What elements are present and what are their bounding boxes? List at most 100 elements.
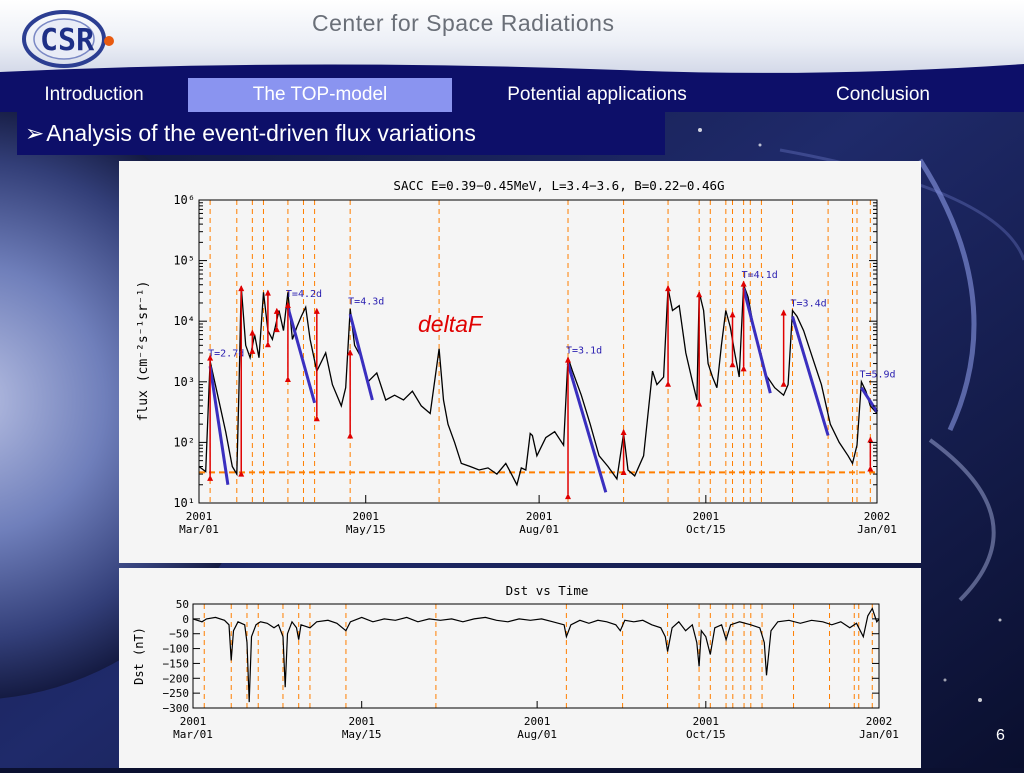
x-tick-label: May/15: [346, 523, 386, 536]
chart-title: Dst vs Time: [506, 583, 589, 598]
flux-chart: SACC E=0.39−0.45MeV, L=3.4−3.6, B=0.22−0…: [136, 178, 897, 536]
y-tick-label: 10¹: [173, 496, 195, 510]
tab-top-model[interactable]: The TOP-model: [188, 78, 452, 112]
delta-marker-bottom: [273, 326, 280, 333]
decay-fit-line: [566, 363, 608, 493]
delta-marker-top: [565, 356, 572, 363]
x-axis: 2001Mar/012001May/152001Aug/012001Oct/15…: [179, 495, 897, 536]
fit-label: T=3.1d: [566, 346, 602, 357]
dst-series-line: [192, 607, 880, 703]
x-tick-label: May/15: [342, 728, 382, 741]
x-tick-label: Jan/01: [857, 523, 897, 536]
x-tick-label: Aug/01: [519, 523, 559, 536]
x-tick-label: Oct/15: [686, 523, 726, 536]
y-tick-label: 10⁵: [173, 254, 195, 268]
delta-marker-bottom: [740, 365, 747, 372]
x-tick-label: 2001: [693, 510, 720, 523]
delta-marker-top: [249, 329, 256, 336]
delta-marker-top: [264, 289, 271, 296]
delta-marker-top: [780, 309, 787, 316]
delta-marker-bottom: [620, 469, 627, 476]
svg-text:CSR: CSR: [40, 23, 95, 58]
x-tick-label: 2001: [352, 510, 379, 523]
y-tick-label: −200: [163, 672, 190, 685]
nav-bar: Introduction The TOP-model Potential app…: [0, 78, 1024, 112]
delta-marker-top: [665, 285, 672, 292]
deltaF-annotation: deltaF: [418, 311, 482, 337]
x-tick-label: Mar/01: [173, 728, 213, 741]
y-tick-label: 50: [176, 598, 189, 611]
x-tick-label: 2001: [348, 715, 375, 728]
x-tick-label: 2001: [526, 510, 553, 523]
delta-marker-bottom: [729, 361, 736, 368]
delta-marker-top: [284, 301, 291, 308]
bullet-arrow-icon: ➢: [25, 120, 45, 146]
x-tick-label: Oct/15: [686, 728, 726, 741]
delta-marker-bottom: [347, 432, 354, 439]
tab-introduction[interactable]: Introduction: [44, 84, 144, 105]
y-tick-label: −50: [169, 628, 189, 641]
fit-label: T=4.3d: [348, 296, 384, 307]
delta-marker-bottom: [249, 347, 256, 354]
fit-label: T=5.9d: [859, 370, 895, 381]
decay-fit-line: [742, 287, 772, 394]
y-axis-label: flux (cm⁻²s⁻¹sr⁻¹): [136, 281, 151, 422]
delta-marker-top: [347, 349, 354, 356]
x-tick-label: 2001: [693, 715, 720, 728]
delta-marker-bottom: [565, 493, 572, 500]
delta-markers: [207, 280, 874, 500]
decay-fit-line: [860, 386, 879, 413]
delta-marker-top: [207, 354, 214, 361]
decay-fit-line: [208, 366, 230, 485]
fit-label: T=3.4d: [791, 298, 827, 309]
delta-marker-top: [238, 285, 245, 292]
delta-marker-top: [696, 291, 703, 298]
x-tick-label: 2001: [180, 715, 207, 728]
y-axis-label: Dst (nT): [132, 627, 146, 685]
delta-marker-bottom: [264, 341, 271, 348]
y-axis: 10¹ 10² 10³ 10⁴ 10⁵ 10⁶: [173, 193, 877, 510]
delta-marker-bottom: [284, 376, 291, 383]
delta-marker-bottom: [313, 415, 320, 422]
fit-label: T=4.1d: [742, 270, 778, 281]
delta-marker-bottom: [238, 470, 245, 477]
chart-title: SACC E=0.39−0.45MeV, L=3.4−3.6, B=0.22−0…: [393, 178, 724, 193]
delta-marker-top: [867, 436, 874, 443]
fit-label: T=4.2d: [286, 289, 322, 300]
y-tick-label: 10²: [173, 435, 195, 449]
page-number: 6: [996, 727, 1005, 744]
x-tick-label: 2001: [524, 715, 551, 728]
decay-fit-line: [791, 315, 830, 436]
flux-series-line: [198, 284, 878, 487]
y-tick-label: −150: [163, 657, 190, 670]
y-tick-label: 0: [182, 613, 189, 626]
dst-chart-panel: Dst vs Time 50 0 −50 −100 −150 −200 −250 −300 2…: [119, 568, 921, 768]
delta-marker-bottom: [665, 380, 672, 387]
plot-frame: [198, 199, 878, 504]
decay-fit-line: [348, 313, 374, 401]
x-tick-label: Mar/01: [179, 523, 219, 536]
header-swoosh: [0, 64, 1024, 78]
x-tick-label: Jan/01: [859, 728, 899, 741]
delta-marker-bottom: [696, 400, 703, 407]
delta-marker-top: [740, 280, 747, 287]
delta-marker-top: [729, 311, 736, 318]
delta-marker-top: [620, 429, 627, 436]
slide-header: CSR Center for Space Radiations: [0, 0, 1024, 78]
tab-conclusion[interactable]: Conclusion: [836, 84, 930, 105]
decay-fit-lines: T=2.7d T=4.2d T=4.3d T=3.1d T=4.1d T=3.4d T=5.…: [208, 270, 896, 493]
y-tick-label: 10³: [173, 375, 195, 389]
header-title: Center for Space Radiations: [312, 10, 615, 36]
tab-potential-applications[interactable]: Potential applications: [507, 84, 687, 105]
delta-marker-top: [313, 307, 320, 314]
y-tick-label: −300: [163, 702, 190, 715]
section-subtitle: ➢Analysis of the event-driven flux varia…: [17, 112, 665, 155]
event-lines: [209, 200, 871, 503]
delta-marker-bottom: [867, 465, 874, 472]
dst-chart: Dst vs Time 50 0 −50 −100−150 −200 −250 −300 2…: [132, 583, 899, 741]
y-tick-label: −250: [163, 687, 190, 700]
subtitle-text: Analysis of the event-driven flux variat…: [46, 120, 476, 146]
y-tick-label: 10⁶: [173, 193, 195, 207]
x-tick-label: 2002: [864, 510, 891, 523]
delta-marker-bottom: [207, 474, 214, 481]
